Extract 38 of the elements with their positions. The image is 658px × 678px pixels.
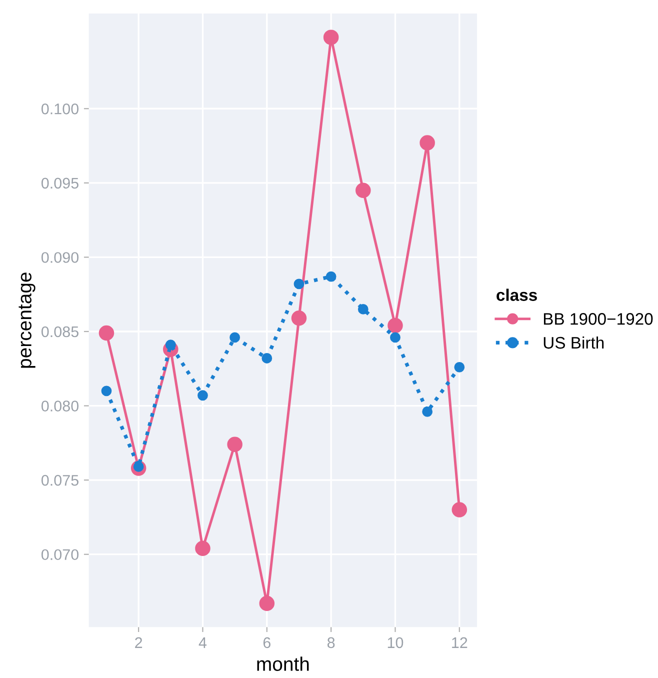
point	[454, 362, 465, 372]
legend-label: US Birth	[544, 336, 604, 349]
point	[358, 304, 368, 314]
point	[198, 390, 208, 401]
y-tick-label: 0.070	[41, 549, 79, 560]
y-tick-label: 0.085	[41, 326, 78, 338]
x-tick-label: 10	[388, 637, 404, 648]
point	[323, 30, 339, 45]
x-tick-label: 6	[263, 637, 270, 648]
point	[101, 386, 112, 396]
point	[326, 271, 336, 282]
point	[230, 332, 240, 343]
point	[356, 182, 371, 198]
x-tick-label: 2	[135, 637, 142, 648]
point	[291, 310, 307, 326]
y-tick-label: 0.095	[41, 178, 78, 189]
x-tick-label: 8	[327, 637, 335, 648]
point	[388, 318, 403, 334]
point	[420, 135, 435, 150]
legend-title: class	[496, 288, 537, 301]
point	[195, 540, 210, 556]
legend-label: BB 1900−1920	[544, 313, 653, 325]
point	[452, 502, 468, 518]
point	[227, 436, 242, 452]
point	[259, 596, 275, 612]
y-axis-title: percentage	[18, 272, 36, 368]
point	[294, 278, 304, 290]
y-tick-label: 0.075	[41, 474, 78, 486]
point	[98, 325, 114, 341]
y-tick-label: 0.100	[41, 104, 79, 114]
point	[422, 406, 433, 417]
point	[262, 353, 272, 364]
point	[390, 332, 400, 343]
y-tick-label: 0.080	[41, 400, 79, 412]
x-tick-label: 4	[198, 637, 207, 648]
x-tick-label: 12	[452, 637, 468, 648]
x-axis-title: month	[257, 656, 309, 671]
y-tick-label: 0.090	[41, 252, 79, 263]
